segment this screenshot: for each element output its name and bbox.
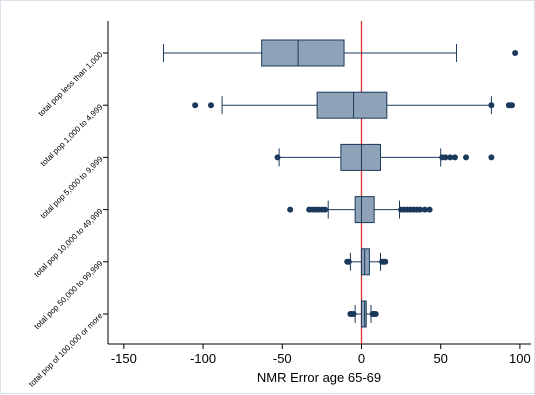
outlier-point: [508, 102, 515, 109]
x-tick-label: 0: [358, 351, 365, 366]
outlier-point: [488, 102, 495, 109]
x-tick-label: 50: [433, 351, 447, 366]
outlier-point: [447, 154, 454, 161]
outlier-point: [417, 206, 424, 213]
box: [316, 91, 388, 119]
outlier-point: [421, 206, 428, 213]
outlier-point: [287, 206, 294, 213]
box: [261, 39, 345, 67]
box: [360, 300, 367, 328]
outlier-point: [382, 258, 389, 265]
outlier-point: [451, 154, 458, 161]
outlier-point: [463, 154, 470, 161]
outlier-point: [488, 154, 495, 161]
outlier-point: [350, 311, 357, 317]
x-tick-label: -100: [190, 351, 216, 366]
outlier-point: [207, 102, 214, 109]
x-tick-label: -50: [273, 351, 292, 366]
outlier-point: [345, 258, 352, 265]
box: [340, 143, 381, 171]
outlier-point: [512, 50, 519, 56]
box: [360, 248, 370, 276]
outlier-point: [442, 154, 449, 161]
x-tick-label: 100: [509, 351, 531, 366]
outlier-point: [322, 206, 329, 213]
outlier-point: [274, 154, 281, 161]
outlier-point: [426, 206, 433, 213]
outlier-point: [372, 311, 379, 317]
x-axis-title: NMR Error age 65-69: [257, 370, 381, 385]
box: [354, 196, 375, 224]
outlier-point: [192, 102, 199, 109]
x-tick-label: -150: [111, 351, 137, 366]
